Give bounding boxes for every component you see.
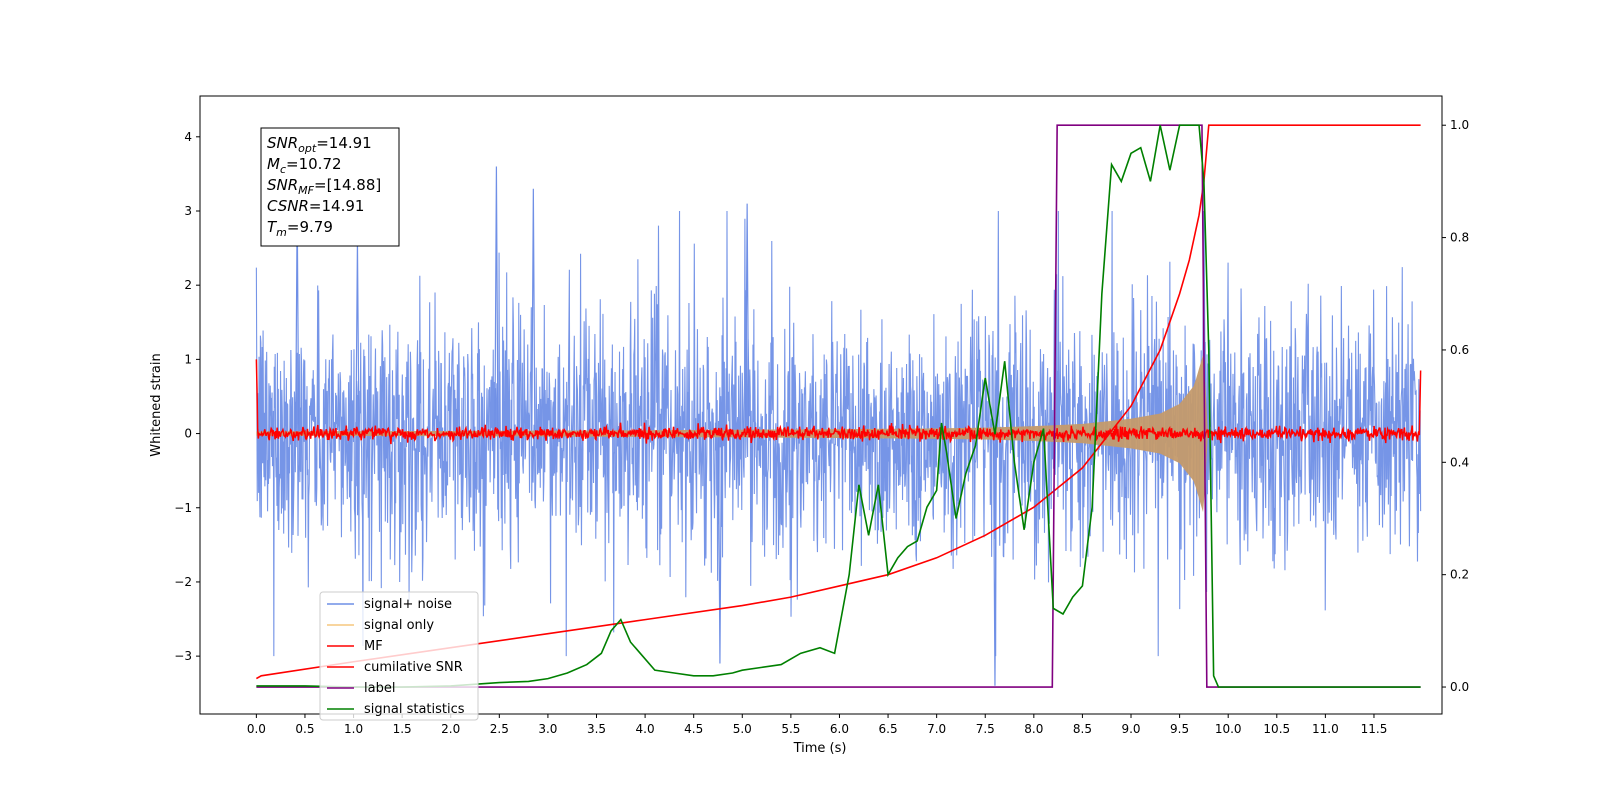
y-tick-label: −2 [174,575,192,589]
legend-label: signal+ noise [364,597,452,612]
x-tick-label: 0.5 [295,722,314,736]
y-tick-label: −3 [174,649,192,663]
y-axis-label: Whitened strain [149,353,164,456]
x-tick-label: 7.5 [976,722,995,736]
x-tick-label: 8.5 [1073,722,1092,736]
x-tick-label: 7.0 [927,722,946,736]
y2-tick-label: 0.4 [1450,455,1469,469]
x-tick-label: 6.5 [879,722,898,736]
mf-layer [255,359,1422,445]
y-tick-label: 0 [184,427,192,441]
legend-label: signal statistics [364,702,465,717]
legend: signal+ noise signal only MF cumilative SNR… [319,591,479,721]
legend-frame [319,591,479,721]
y-tick-label: −1 [174,501,192,515]
x-tick-label: 3.0 [538,722,557,736]
series-cumilative-snr [255,124,1421,680]
x-tick-label: 5.5 [781,722,800,736]
x-tick-label: 6.0 [830,722,849,736]
y-axis-right: 0.0 0.2 0.4 0.6 0.8 1.0 [1442,118,1469,694]
y-tick-label: 3 [184,204,192,218]
x-tick-label: 4.0 [636,722,655,736]
y2-tick-label: 1.0 [1450,118,1469,132]
y2-tick-label: 0.6 [1450,343,1469,357]
annotation-line: Tm=9.79 [267,218,333,239]
annotation-line: SNRMF=[14.88] [267,176,381,197]
x-tick-label: 4.5 [684,722,703,736]
annotation-line: SNRopt=14.91 [267,134,372,155]
y-tick-label: 4 [184,130,192,144]
plot-frame [199,95,1443,715]
x-tick-label: 1.5 [393,722,412,736]
x-tick-label: 9.5 [1170,722,1189,736]
noise-spike [717,433,723,664]
y-axis-left: −3 −2 −1 0 1 2 3 4 [174,130,200,663]
x-tick-label: 5.0 [733,722,752,736]
x-tick-label: 1.0 [344,722,363,736]
legend-label: label [364,681,395,696]
legend-label: cumilative SNR [364,660,463,675]
x-tick-label: 10.5 [1263,722,1290,736]
noise-spike [531,188,536,434]
stats-annotation-box: SNRopt=14.91Mc=10.72SNRMF=[14.88]CSNR=14… [260,127,400,247]
x-tick-label: 10.0 [1215,722,1242,736]
x-tick-label: 2.5 [490,722,509,736]
noise-spike [494,166,499,434]
series-mf [255,359,1422,445]
y2-tick-label: 0.2 [1450,568,1469,582]
series-signal-statistics [256,124,1421,688]
x-tick-label: 8.0 [1024,722,1043,736]
annotation-frame [260,127,400,247]
legend-label: MF [364,639,383,654]
legend-label: signal only [364,618,434,633]
right-series-layer [255,124,1421,688]
annotation-line: Mc=10.72 [267,155,342,176]
x-tick-label: 9.0 [1121,722,1140,736]
noise-spike [745,203,750,434]
y-tick-label: 1 [184,352,192,366]
x-axis-label: Time (s) [793,741,847,756]
y2-tick-label: 0.8 [1450,231,1469,245]
y-tick-label: 2 [184,278,192,292]
annotation-line: CSNR=14.91 [267,197,364,215]
y2-tick-label: 0.0 [1450,680,1469,694]
x-tick-label: 0.0 [247,722,266,736]
x-tick-label: 2.0 [441,722,460,736]
x-tick-label: 11.0 [1312,722,1339,736]
x-tick-label: 11.5 [1361,722,1388,736]
x-tick-label: 3.5 [587,722,606,736]
